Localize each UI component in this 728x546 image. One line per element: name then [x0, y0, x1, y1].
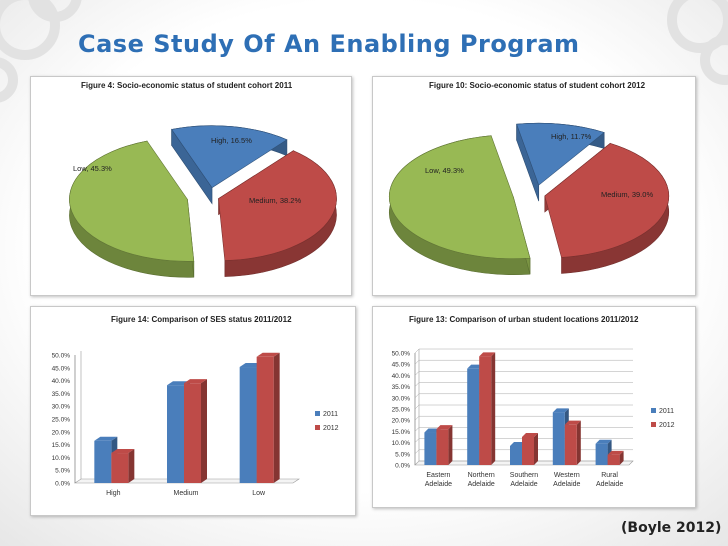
x-category-label: Adelaide	[553, 481, 580, 488]
grid-line	[414, 415, 633, 421]
y-tick-label: 0.0%	[395, 463, 410, 470]
pie-slice-high	[171, 125, 288, 205]
bar-2012-medium	[184, 379, 207, 483]
bar-2012-northern-adelaide	[479, 352, 496, 465]
bar-2012-western-adelaide	[564, 420, 581, 465]
bar-2012-low	[256, 352, 280, 483]
figure-4-title: Figure 4: Socio-economic status of stude…	[81, 81, 293, 90]
slide-title: Case Study Of An Enabling Program	[78, 30, 580, 58]
legend-label-2012: 2012	[323, 425, 339, 432]
figure-10-pie-chart: High, 11.7% Medium, 39.0% Low, 49.3%	[388, 122, 670, 276]
x-category-label: Western	[554, 472, 580, 479]
pie-slice-medium	[544, 142, 670, 274]
figure-14-title: Figure 14: Comparison of SES status 2011…	[111, 315, 292, 324]
x-category-label: High	[106, 490, 121, 497]
bar-2012-eastern-adelaide	[436, 425, 453, 465]
figure-14-panel: Figure 14: Comparison of SES status 2011…	[30, 306, 356, 516]
legend-label-2011: 2011	[323, 411, 338, 418]
legend-label-2012: 2012	[659, 422, 675, 429]
figure-4-pie-chart: High, 16.5% Medium, 38.2% Low, 45.3%	[69, 125, 337, 278]
x-category-label: Adelaide	[596, 481, 623, 488]
legend-swatch-2012	[315, 425, 320, 430]
x-category-label: Adelaide	[510, 481, 537, 488]
figure-10-title: Figure 10: Socio-economic status of stud…	[429, 81, 646, 90]
figure-13-bar-chart: 0.0% 5.0% 10.0% 15.0% 20.0% 25.0% 30.0% 35.0% 40…	[392, 348, 675, 488]
pie-slice-low	[388, 135, 531, 276]
figure-14-bar-chart: 0.0% 5.0% 10.0% 15.0% 20.0% 25.0% 30.0% 35.0% 40…	[52, 351, 339, 497]
x-category-label: Adelaide	[468, 481, 495, 488]
y-tick-label: 45.0%	[52, 365, 71, 372]
x-category-label: Northern	[468, 472, 495, 479]
y-tick-label: 35.0%	[52, 391, 71, 398]
figure-10-panel: Figure 10: Socio-economic status of stud…	[372, 76, 696, 296]
grid-line	[414, 393, 633, 398]
y-tick-label: 20.0%	[52, 429, 71, 436]
y-tick-label: 10.0%	[392, 440, 411, 447]
x-category-label: Southern	[510, 472, 539, 479]
pie-label-low: Low, 45.3%	[73, 164, 112, 173]
pie-label-low: Low, 49.3%	[425, 166, 464, 175]
pie-label-high: High, 16.5%	[211, 136, 252, 145]
y-tick-label: 15.0%	[52, 442, 71, 449]
figure-4-panel: Figure 4: Socio-economic status of stude…	[30, 76, 352, 296]
legend-swatch-2011	[315, 411, 320, 416]
x-category-label: Eastern	[426, 472, 450, 479]
y-tick-label: 50.0%	[392, 351, 411, 358]
y-tick-label: 5.0%	[55, 468, 70, 475]
y-tick-label: 5.0%	[395, 451, 410, 458]
source-caption: (Boyle 2012)	[621, 520, 722, 536]
y-tick-label: 30.0%	[392, 395, 411, 402]
y-tick-label: 0.0%	[55, 481, 70, 488]
pie-slice-medium	[218, 150, 337, 277]
grid-line	[414, 404, 633, 410]
y-tick-label: 10.0%	[52, 455, 71, 462]
pie-slice-high	[516, 122, 605, 202]
x-category-label: Rural	[601, 472, 618, 479]
pie-label-high: High, 11.7%	[551, 132, 592, 141]
grid-line	[414, 382, 633, 387]
y-tick-label: 50.0%	[52, 353, 71, 360]
y-tick-label: 20.0%	[392, 418, 411, 425]
bar-2012-southern-adelaide	[522, 433, 538, 465]
y-tick-label: 25.0%	[52, 417, 71, 424]
pie-slice-low	[69, 140, 195, 278]
bar-2012-rural-adelaide	[607, 450, 624, 465]
grid-line	[414, 348, 633, 354]
figure-13-panel: Figure 13: Comparison of urban student l…	[372, 306, 696, 508]
y-tick-label: 40.0%	[52, 378, 71, 385]
y-tick-label: 40.0%	[392, 373, 411, 380]
legend-swatch-2012	[651, 422, 656, 427]
pie-label-medium: Medium, 39.0%	[601, 190, 653, 199]
grid-line	[414, 359, 633, 365]
y-tick-label: 15.0%	[392, 429, 411, 436]
grid-line	[414, 371, 633, 376]
bar-2012-high	[111, 449, 135, 483]
x-category-label: Low	[252, 490, 266, 497]
pie-label-medium: Medium, 38.2%	[249, 196, 301, 205]
x-category-label: Adelaide	[425, 481, 452, 488]
legend-label-2011: 2011	[659, 408, 674, 415]
x-category-label: Medium	[174, 490, 199, 497]
y-tick-label: 30.0%	[52, 404, 71, 411]
legend-swatch-2011	[651, 408, 656, 413]
y-tick-label: 45.0%	[392, 362, 411, 369]
y-tick-label: 25.0%	[392, 407, 411, 414]
y-tick-label: 35.0%	[392, 384, 411, 391]
figure-13-title: Figure 13: Comparison of urban student l…	[409, 315, 639, 324]
